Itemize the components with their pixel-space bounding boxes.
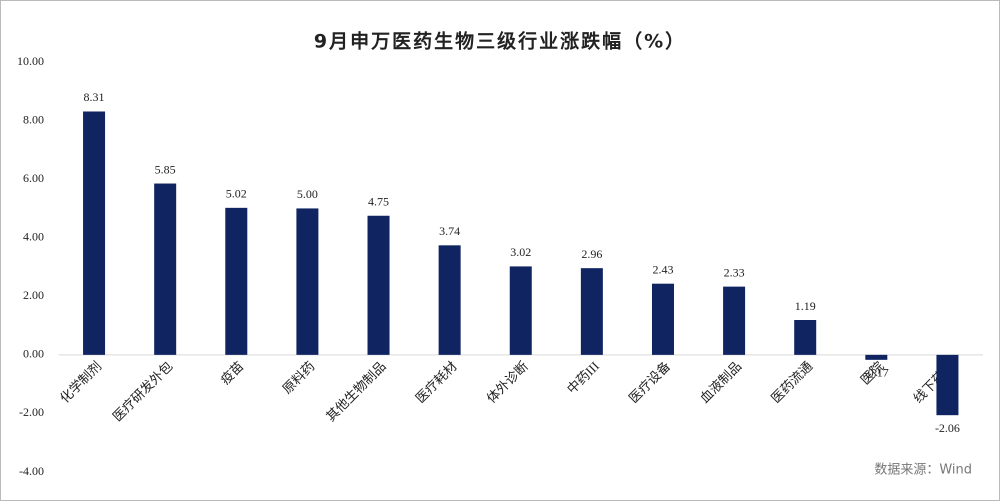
y-tick-label: 10.00 <box>17 54 44 68</box>
y-tick-label: -4.00 <box>19 464 44 478</box>
value-label: 3.02 <box>510 245 531 259</box>
bar <box>651 283 674 355</box>
bar <box>225 207 248 355</box>
bar <box>580 268 603 355</box>
value-label: 2.96 <box>581 247 602 261</box>
value-label: 4.75 <box>368 195 389 209</box>
y-tick-label: -2.00 <box>19 405 44 419</box>
y-tick-label: 2.00 <box>23 288 44 302</box>
bar <box>936 354 959 416</box>
value-label: 2.43 <box>652 262 673 276</box>
value-label: -2.06 <box>935 421 960 435</box>
bar <box>723 286 746 355</box>
bar <box>509 266 532 355</box>
value-label: 8.31 <box>84 90 105 104</box>
y-tick-label: 6.00 <box>23 171 44 185</box>
value-label: 2.33 <box>724 265 745 279</box>
bar <box>296 208 319 355</box>
chart-title: 9月申万医药生物三级行业涨跌幅（%） <box>314 30 686 53</box>
bar <box>438 245 461 355</box>
value-label: 1.19 <box>795 299 816 313</box>
value-label: -0.17 <box>864 366 889 380</box>
bar <box>83 111 106 355</box>
bar <box>154 183 177 355</box>
y-tick-label: 8.00 <box>23 112 44 126</box>
value-label: 5.00 <box>297 187 318 201</box>
bar <box>865 354 888 360</box>
y-tick-label: 0.00 <box>23 347 44 361</box>
y-tick-label: 4.00 <box>23 229 44 243</box>
source-note: 数据来源：Wind <box>874 463 972 478</box>
bar <box>794 320 817 355</box>
bar <box>367 215 390 355</box>
value-label: 5.02 <box>226 187 247 201</box>
value-label: 3.74 <box>439 224 460 238</box>
value-label: 5.85 <box>155 162 176 176</box>
